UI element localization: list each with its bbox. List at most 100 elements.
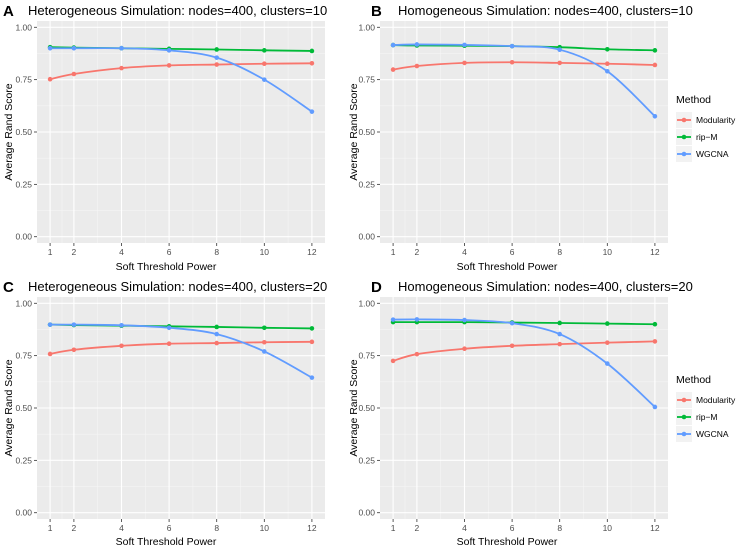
data-point-wgcna <box>414 317 420 322</box>
data-point-wgcna <box>71 322 77 327</box>
x-tick-label: 1 <box>391 247 396 257</box>
data-point-modularity <box>509 59 515 65</box>
data-point-modularity <box>414 351 420 357</box>
data-point-modularity <box>652 62 658 68</box>
data-point-modularity <box>47 351 53 357</box>
x-tick-label: 1 <box>391 523 396 533</box>
data-point-wgcna <box>557 47 562 52</box>
x-tick-label: 10 <box>603 247 613 257</box>
y-tick-label: 0.25 <box>358 179 375 189</box>
legend-top: Method Modularity rip−M WGCNA <box>676 94 736 162</box>
panel-title: Heterogeneous Simulation: nodes=400, clu… <box>28 3 327 18</box>
x-tick-label: 4 <box>119 247 124 257</box>
x-tick-label: 4 <box>462 247 467 257</box>
data-point-modularity <box>652 339 658 344</box>
panel-a: A Heterogeneous Simulation: nodes=400, cl… <box>3 3 327 273</box>
y-tick-label: 1.00 <box>358 22 375 32</box>
legend-key-point-modularity <box>681 397 687 403</box>
y-tick-label: 0.25 <box>15 179 32 189</box>
panel-d: D Homogeneous Simulation: nodes=400, clus… <box>348 279 693 548</box>
y-tick-label: 1.00 <box>358 298 375 308</box>
y-tick-label: 0.00 <box>358 508 375 518</box>
legend-label-ripm: rip−M <box>696 412 718 422</box>
data-point-wgcna <box>309 375 315 380</box>
x-tick-label: 8 <box>214 523 219 533</box>
data-point-modularity <box>390 67 396 72</box>
legend-label-modularity: Modularity <box>696 395 736 405</box>
legend-label-modularity: Modularity <box>696 115 736 125</box>
x-tick-label: 8 <box>557 247 562 257</box>
data-point-wgcna <box>262 349 267 354</box>
data-point-ripm <box>262 48 267 53</box>
x-axis-title: Soft Threshold Power <box>116 536 217 548</box>
data-point-modularity <box>166 341 172 347</box>
panel-letter: A <box>3 3 14 20</box>
y-tick-label: 0.75 <box>358 351 375 361</box>
panel-c: C Heterogeneous Simulation: nodes=400, cl… <box>3 279 327 548</box>
data-point-wgcna <box>71 45 77 51</box>
data-point-wgcna <box>47 45 53 51</box>
data-point-modularity <box>462 346 467 352</box>
data-point-wgcna <box>509 320 515 326</box>
x-tick-label: 12 <box>650 523 660 533</box>
x-tick-label: 2 <box>72 247 77 257</box>
y-tick-label: 0.25 <box>15 455 32 465</box>
data-point-wgcna <box>605 361 610 366</box>
x-tick-label: 8 <box>557 523 562 533</box>
data-point-wgcna <box>414 42 420 47</box>
legend-bottom: Method Modularity rip−M WGCNA <box>676 374 736 442</box>
x-tick-label: 1 <box>48 523 53 533</box>
x-tick-label: 4 <box>462 523 467 533</box>
x-tick-label: 12 <box>307 523 317 533</box>
y-tick-label: 0.50 <box>358 127 375 137</box>
data-point-ripm <box>652 321 658 327</box>
legend-key-point-wgcna <box>681 151 687 157</box>
x-tick-label: 2 <box>415 523 420 533</box>
data-point-wgcna <box>214 55 219 60</box>
y-tick-label: 0.75 <box>15 75 32 85</box>
data-point-modularity <box>309 339 315 345</box>
panel-title: Heterogeneous Simulation: nodes=400, clu… <box>28 279 327 294</box>
x-tick-label: 4 <box>119 523 124 533</box>
data-point-ripm <box>605 321 610 326</box>
data-point-modularity <box>462 60 467 66</box>
y-tick-label: 0.50 <box>15 127 32 137</box>
data-point-modularity <box>71 347 77 353</box>
y-tick-label: 1.00 <box>15 22 32 32</box>
data-point-ripm <box>262 325 267 331</box>
x-axis-title: Soft Threshold Power <box>457 261 558 273</box>
x-tick-label: 8 <box>214 247 219 257</box>
x-tick-label: 2 <box>72 523 77 533</box>
data-point-wgcna <box>119 322 124 328</box>
data-point-modularity <box>605 61 610 67</box>
panel-letter: B <box>371 3 382 20</box>
data-point-modularity <box>119 65 124 71</box>
data-point-wgcna <box>119 45 124 51</box>
legend-label-ripm: rip−M <box>696 132 718 142</box>
y-tick-label: 0.50 <box>358 403 375 413</box>
y-tick-label: 0.75 <box>358 75 375 85</box>
data-point-wgcna <box>309 109 315 114</box>
data-point-modularity <box>262 61 267 67</box>
x-tick-label: 2 <box>415 247 420 257</box>
x-axis-title: Soft Threshold Power <box>116 261 217 273</box>
legend-key-point-ripm <box>681 414 687 420</box>
data-point-wgcna <box>166 48 172 53</box>
y-tick-label: 0.75 <box>15 351 32 361</box>
data-point-modularity <box>262 339 267 345</box>
data-point-modularity <box>390 358 396 364</box>
data-point-ripm <box>652 48 658 53</box>
data-point-wgcna <box>605 68 610 74</box>
data-point-ripm <box>309 326 315 331</box>
data-point-wgcna <box>47 322 53 327</box>
legend-key-point-ripm <box>681 134 687 140</box>
panel-letter: C <box>3 279 14 296</box>
legend-title: Method <box>676 94 711 106</box>
data-point-wgcna <box>390 42 396 48</box>
data-point-ripm <box>557 320 562 326</box>
data-point-wgcna <box>509 43 515 49</box>
data-point-modularity <box>414 63 420 69</box>
y-tick-label: 0.00 <box>358 232 375 242</box>
legend-title: Method <box>676 374 711 386</box>
x-tick-label: 10 <box>260 247 270 257</box>
